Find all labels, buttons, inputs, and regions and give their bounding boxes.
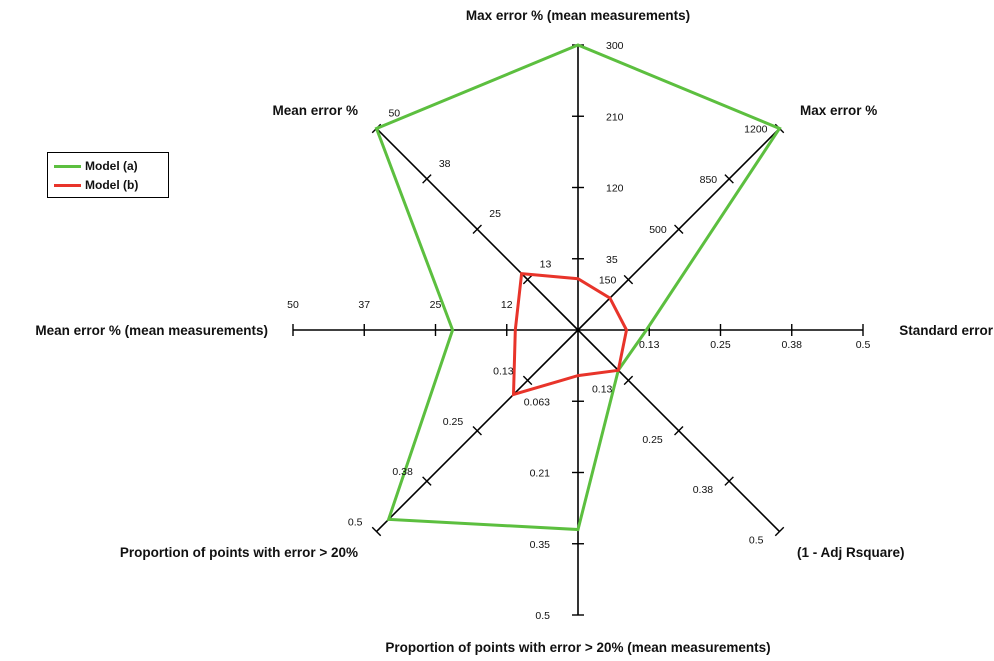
axis-label-proportion-error: Proportion of points with error > 20%: [120, 545, 358, 560]
axis-label-mean-error-mean: Mean error % (mean measurements): [35, 323, 268, 338]
tick-mark-max-error-3: [724, 174, 734, 184]
legend-label-model-a: Model (a): [85, 159, 138, 173]
tick-label-proportion-of-points-with-error-20-mean-measurements-1: 0.063: [524, 396, 550, 408]
tick-label-mean-error-4: 50: [388, 107, 400, 119]
axis-label-max-error: Max error %: [800, 103, 877, 118]
legend-label-model-b: Model (b): [85, 178, 139, 192]
tick-label-proportion-of-points-with-error-20-4: 0.5: [348, 517, 363, 529]
tick-label-max-error-mean-measurements-3: 210: [606, 111, 624, 123]
axis-label-proportion-error-mean: Proportion of points with error > 20% (m…: [385, 640, 770, 655]
tick-label-mean-error-mean-measurements-4: 50: [287, 299, 299, 311]
labels-layer: Standard error Max error % Max error % (…: [35, 8, 993, 655]
tick-label-proportion-of-points-with-error-20-2: 0.25: [443, 416, 464, 428]
tick-label-max-error-2: 500: [649, 224, 667, 236]
tick-label-proportion-of-points-with-error-20-mean-measurements-2: 0.21: [530, 468, 551, 480]
tick-label-standard-error-1: 0.13: [639, 339, 660, 351]
axis-label-mean-error: Mean error %: [272, 103, 358, 118]
legend-item-model-a: Model (a): [54, 158, 138, 174]
axis-label-standard-error: Standard error: [899, 323, 994, 338]
tick-label-proportion-of-points-with-error-20-1: 0.13: [493, 365, 514, 377]
tick-label-1-adj-rsquare-1: 0.13: [592, 383, 613, 395]
tick-mark-mean-error-3: [422, 174, 432, 184]
tick-label-mean-error-2: 25: [489, 208, 501, 220]
tick-label-mean-error-3: 38: [439, 158, 451, 170]
tick-label-mean-error-mean-measurements-2: 25: [430, 299, 442, 311]
tick-label-1-adj-rsquare-3: 0.38: [693, 484, 714, 496]
tick-mark-max-error-1: [623, 274, 634, 285]
tick-label-1-adj-rsquare-2: 0.25: [642, 434, 663, 446]
tick-label-proportion-of-points-with-error-20-mean-measurements-4: 0.5: [535, 610, 550, 622]
tick-label-proportion-of-points-with-error-20-3: 0.38: [392, 466, 413, 478]
tick-label-max-error-3: 850: [700, 174, 718, 186]
tick-label-max-error-mean-measurements-1: 35: [606, 254, 618, 266]
tick-label-max-error-mean-measurements-4: 300: [606, 40, 624, 52]
tick-label-standard-error-3: 0.38: [782, 339, 803, 351]
axis-label-max-error-mean: Max error % (mean measurements): [466, 8, 690, 23]
tick-mark-proportion-of-points-with-error-20-3: [422, 476, 432, 486]
tick-label-max-error-1: 150: [599, 275, 617, 287]
tick-mark-proportion-of-points-with-error-20-2: [472, 426, 482, 436]
tick-label-max-error-mean-measurements-2: 120: [606, 183, 624, 195]
tick-label-1-adj-rsquare-4: 0.5: [749, 535, 764, 547]
tick-label-mean-error-mean-measurements-1: 12: [501, 299, 513, 311]
tick-mark-1-adj-rsquare-3: [724, 476, 734, 486]
series-model-b: [511, 271, 629, 397]
axes-layer: [292, 44, 864, 616]
tick-label-max-error-4: 1200: [744, 123, 768, 135]
tick-label-mean-error-1: 13: [540, 259, 552, 271]
legend-swatch-model-b: [54, 183, 81, 187]
tick-label-standard-error-2: 0.25: [710, 339, 731, 351]
tick-label-mean-error-mean-measurements-3: 37: [358, 299, 370, 311]
tick-mark-1-adj-rsquare-2: [674, 426, 684, 436]
tick-mark-proportion-of-points-with-error-20-4: [371, 526, 382, 537]
tick-mark-1-adj-rsquare-1: [623, 375, 634, 386]
tick-mark-max-error-2: [674, 224, 684, 234]
series-layer: [374, 43, 782, 532]
tick-mark-proportion-of-points-with-error-20-1: [522, 375, 533, 386]
axis-label-adj-rsquare: (1 - Adj Rsquare): [797, 545, 905, 560]
legend-swatch-model-a: [54, 164, 81, 168]
legend-item-model-b: Model (b): [54, 177, 138, 193]
tick-mark-mean-error-1: [522, 274, 533, 285]
chart-legend: Model (a) Model (b): [47, 152, 169, 198]
tick-label-standard-error-4: 0.5: [856, 339, 871, 351]
tick-mark-1-adj-rsquare-4: [774, 526, 785, 537]
series-model-a: [374, 43, 782, 532]
tick-mark-mean-error-2: [472, 224, 482, 234]
tick-label-proportion-of-points-with-error-20-mean-measurements-3: 0.35: [530, 539, 551, 551]
